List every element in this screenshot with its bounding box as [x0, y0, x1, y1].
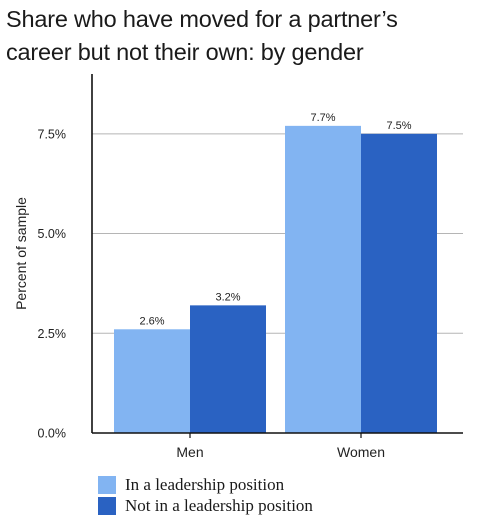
y-tick-label-2: 5.0% — [38, 227, 67, 241]
x-tick-label-women: Women — [337, 444, 385, 460]
chart-title-line-2: career but not their own: by gender — [6, 39, 364, 65]
bar-men-series-0 — [114, 329, 190, 433]
bar-women-series-1 — [361, 133, 437, 434]
legend-swatch-leadership — [98, 476, 116, 494]
bar-women-series-0 — [285, 125, 361, 433]
y-tick-label-3: 7.5% — [38, 127, 67, 141]
bar-men-series-1 — [190, 305, 266, 433]
legend-item-leadership: In a leadership position — [98, 475, 313, 495]
data-label-men-series-1: 3.2% — [215, 291, 240, 303]
chart-title-line-1: Share who have moved for a partner’s — [6, 6, 398, 32]
legend-label-leadership: In a leadership position — [125, 475, 285, 494]
data-label-women-series-1: 7.5% — [386, 120, 411, 132]
y-tick-label-1: 2.5% — [38, 327, 67, 341]
x-tick-label-men: Men — [176, 444, 203, 460]
legend-label-not-leadership: Not in a leadership position — [125, 496, 313, 515]
chart-title: Share who have moved for a partner’s car… — [6, 3, 476, 69]
data-label-women-series-0: 7.7% — [310, 112, 335, 124]
legend-swatch-not-leadership — [98, 497, 116, 515]
data-label-men-series-0: 2.6% — [139, 315, 164, 327]
legend-item-not-leadership: Not in a leadership position — [98, 496, 313, 516]
y-axis-label: Percent of sample — [13, 197, 29, 310]
legend: In a leadership position Not in a leader… — [98, 475, 313, 517]
y-tick-label-0: 0.0% — [38, 427, 67, 441]
